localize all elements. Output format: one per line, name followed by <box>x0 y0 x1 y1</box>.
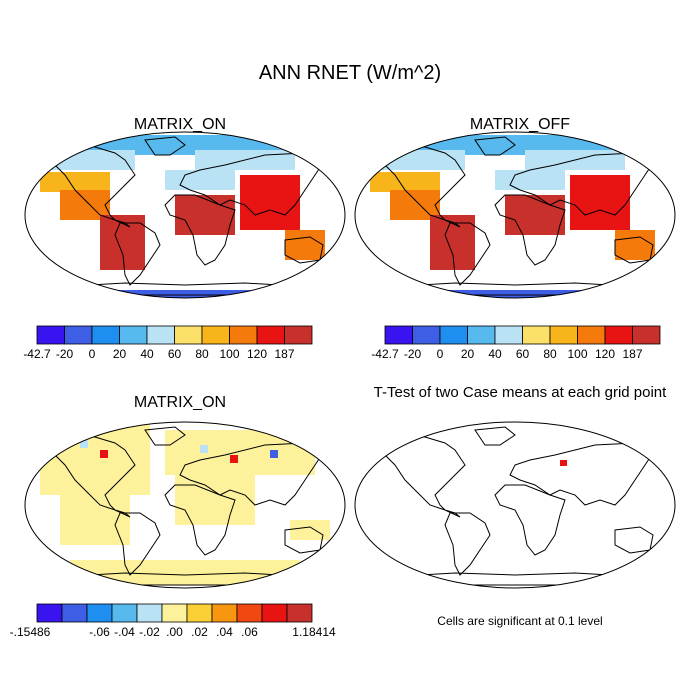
panel-title-line1: MATRIX_ON <box>133 116 227 133</box>
significance-note: Cells are significant at 0.1 level <box>437 614 603 628</box>
figure-title: ANN RNET (W/m^2) <box>258 62 442 84</box>
panel-title-line1: MATRIX_ON <box>133 394 227 411</box>
map-matrix-off <box>354 131 676 299</box>
map-matrix-on <box>24 131 346 299</box>
panel-title-bottom-right: T-Test of two Case means at each grid po… <box>373 384 667 401</box>
map-ttest <box>354 421 676 589</box>
panel-title-line1: MATRIX_OFF <box>469 116 571 133</box>
map-difference <box>24 421 346 589</box>
